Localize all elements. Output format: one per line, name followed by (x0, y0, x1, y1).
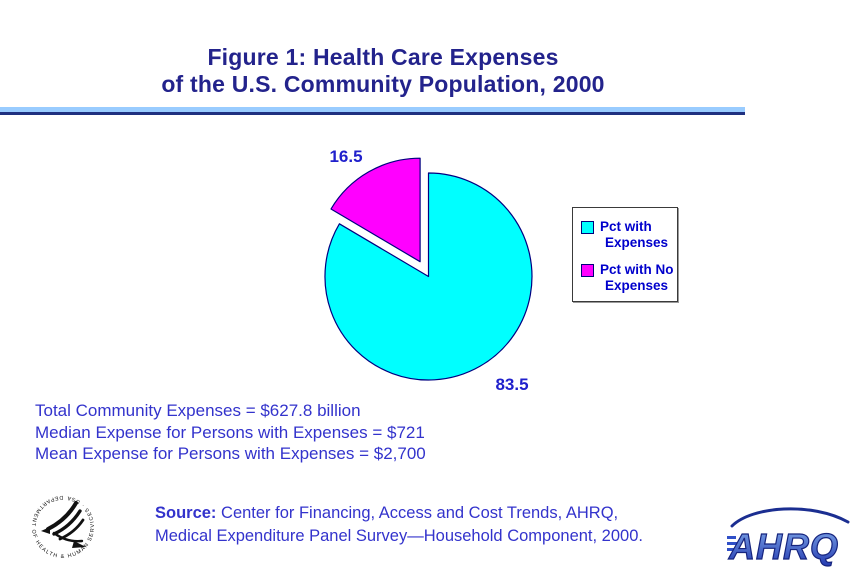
ahrq-logo: AHRQ (727, 507, 850, 567)
legend-entry-no-expenses: Pct with No Expenses (581, 262, 677, 294)
pie-data-label-with-expenses: 83.5 (495, 375, 528, 394)
stat-median-expense: Median Expense for Persons with Expenses… (35, 422, 425, 442)
ahrq-wordmark: AHRQ (728, 526, 839, 567)
source-line1: Source: Center for Financing, Access and… (155, 504, 619, 522)
legend-swatch-magenta-icon (581, 264, 594, 277)
legend-label-with-expenses: Pct with Expenses (600, 219, 669, 250)
title-divider (0, 107, 745, 115)
svg-text:DEPARTMENT OF HEALTH & HUMAN S: DEPARTMENT OF HEALTH & HUMAN SERVICES · … (24, 489, 96, 560)
title-divider-dark-bar (0, 112, 745, 115)
legend-swatch-cyan-icon (581, 221, 594, 234)
source-citation: Source: Center for Financing, Access and… (155, 502, 675, 547)
stat-mean-expense: Mean Expense for Persons with Expenses =… (35, 444, 426, 463)
figure-title-line1: Figure 1: Health Care Expenses (207, 44, 559, 70)
ahrq-swoosh-icon (730, 507, 850, 528)
summary-statistics: Total Community Expenses = $627.8 billio… (35, 400, 426, 465)
stat-total-expenses: Total Community Expenses = $627.8 billio… (35, 401, 361, 420)
pie-data-label-no-expenses: 16.5 (329, 147, 362, 166)
legend-label-no-expenses: Pct with No Expenses (600, 262, 674, 293)
figure-title: Figure 1: Health Care Expenses of the U.… (0, 44, 766, 98)
figure-title-line2: of the U.S. Community Population, 2000 (161, 71, 605, 97)
legend-entry-with-expenses: Pct with Expenses (581, 219, 677, 251)
source-line2: Medical Expenditure Panel Survey—Househo… (155, 526, 643, 545)
pie-slice-with-expenses (324, 172, 533, 381)
title-divider-light-bar (0, 107, 745, 112)
chart-legend: Pct with Expenses Pct with No Expenses (572, 207, 678, 302)
pie-slice-no-expenses (330, 157, 421, 263)
source-label: Source: (155, 504, 217, 522)
hhs-eagle-logo-icon: DEPARTMENT OF HEALTH & HUMAN SERVICES · … (24, 489, 96, 560)
